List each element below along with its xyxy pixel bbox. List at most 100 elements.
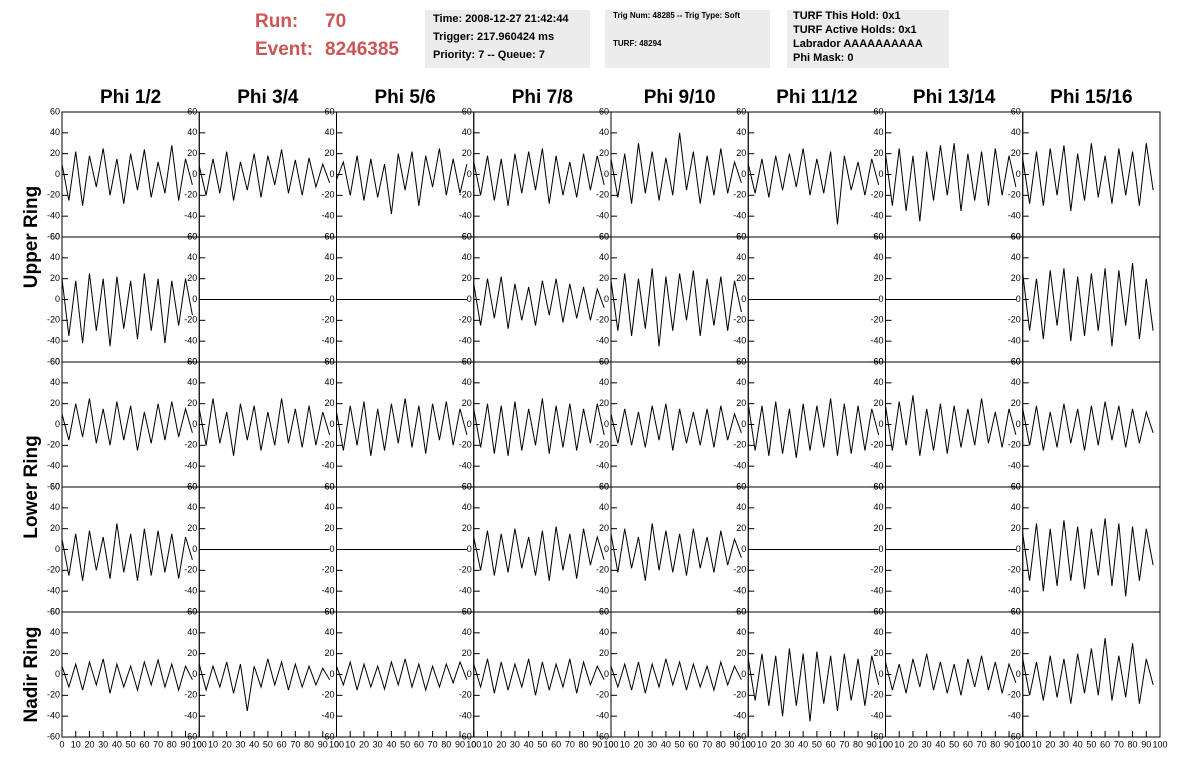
y-tick-label: 40 <box>187 377 197 387</box>
y-tick-label: 0 <box>604 544 609 554</box>
x-tick-label: 90 <box>730 739 740 749</box>
y-tick-label: -40 <box>47 211 60 221</box>
y-tick-label: -60 <box>459 356 472 366</box>
x-tick-label: 20 <box>908 739 918 749</box>
panel-frame <box>610 111 749 238</box>
x-tick-label: 60 <box>139 739 149 749</box>
panel-frame <box>885 361 1024 488</box>
y-tick-label: -20 <box>596 565 609 575</box>
y-tick-label: 0 <box>55 169 60 179</box>
x-tick-label: 30 <box>373 739 383 749</box>
y-tick-label: 40 <box>187 127 197 137</box>
y-tick-label: -20 <box>321 440 334 450</box>
x-tick-label: 20 <box>359 739 369 749</box>
y-tick-label: -40 <box>459 461 472 471</box>
x-tick-label: 20 <box>222 739 232 749</box>
y-tick-label: -20 <box>321 690 334 700</box>
x-tick-label: 60 <box>688 739 698 749</box>
y-tick-label: 60 <box>324 481 334 491</box>
y-tick-label: -20 <box>321 315 334 325</box>
y-tick-label: 20 <box>873 648 883 658</box>
y-tick-label: 0 <box>604 169 609 179</box>
y-tick-label: 60 <box>324 356 334 366</box>
y-tick-label: -40 <box>733 586 746 596</box>
y-tick-label: -60 <box>184 231 197 241</box>
y-tick-label: -20 <box>1008 690 1021 700</box>
y-tick-label: 60 <box>324 106 334 116</box>
y-tick-label: 0 <box>1016 544 1021 554</box>
event-value: 8246385 <box>325 39 399 60</box>
y-tick-label: 40 <box>324 377 334 387</box>
y-tick-label: -40 <box>47 711 60 721</box>
y-tick-label: 60 <box>1011 481 1021 491</box>
y-tick-label: 60 <box>736 481 746 491</box>
waveform <box>885 143 1017 222</box>
y-tick-label: 20 <box>873 148 883 158</box>
y-tick-label: -20 <box>1008 440 1021 450</box>
y-tick-label: -40 <box>1008 336 1021 346</box>
panel-frame <box>473 361 612 488</box>
x-tick-label: 50 <box>263 739 273 749</box>
x-tick-label: 70 <box>290 739 300 749</box>
y-tick-label: -20 <box>184 690 197 700</box>
y-tick-label: 40 <box>187 627 197 637</box>
y-tick-label: 20 <box>324 523 334 533</box>
x-tick-label: 60 <box>277 739 287 749</box>
panel-frame <box>61 361 200 488</box>
y-tick-label: 0 <box>741 419 746 429</box>
x-tick-label: 90 <box>1141 739 1151 749</box>
y-tick-label: 60 <box>1011 606 1021 616</box>
panel-frame <box>198 361 337 488</box>
y-tick-label: 40 <box>873 502 883 512</box>
y-tick-label: 20 <box>462 273 472 283</box>
y-tick-label: -60 <box>1008 731 1021 741</box>
y-tick-label: -20 <box>47 440 60 450</box>
y-tick-label: 60 <box>462 231 472 241</box>
x-tick-label: 40 <box>935 739 945 749</box>
waveform <box>473 526 605 581</box>
y-tick-label: -20 <box>321 190 334 200</box>
panel-frame <box>336 611 475 738</box>
y-tick-label: -40 <box>733 711 746 721</box>
y-tick-label: 60 <box>1011 356 1021 366</box>
y-tick-label: -60 <box>596 606 609 616</box>
y-tick-label: -60 <box>1008 606 1021 616</box>
x-tick-label: 0 <box>197 739 202 749</box>
y-tick-label: -60 <box>596 356 609 366</box>
y-tick-label: 0 <box>55 419 60 429</box>
y-tick-label: -40 <box>733 211 746 221</box>
x-tick-label: 70 <box>565 739 575 749</box>
y-tick-label: -60 <box>459 481 472 491</box>
y-tick-label: 20 <box>50 648 60 658</box>
y-tick-label: 0 <box>467 294 472 304</box>
y-tick-label: 60 <box>187 606 197 616</box>
x-tick-label: 80 <box>441 739 451 749</box>
waveform <box>747 648 880 722</box>
y-tick-label: -60 <box>870 481 883 491</box>
y-tick-label: 60 <box>324 606 334 616</box>
y-tick-label: -20 <box>47 565 60 575</box>
y-tick-label: -60 <box>184 606 197 616</box>
x-tick-label: 90 <box>1004 739 1014 749</box>
y-tick-label: 40 <box>736 377 746 387</box>
y-tick-label: -20 <box>321 565 334 575</box>
column-title: Phi 3/4 <box>237 87 299 108</box>
y-tick-label: 0 <box>741 169 746 179</box>
y-tick-label: -20 <box>870 565 883 575</box>
y-tick-label: 60 <box>50 356 60 366</box>
waveform <box>610 658 742 694</box>
waveform <box>336 148 468 215</box>
y-tick-label: -20 <box>184 315 197 325</box>
y-tick-label: -60 <box>184 481 197 491</box>
x-tick-label: 70 <box>702 739 712 749</box>
y-tick-label: 40 <box>599 627 609 637</box>
y-tick-label: -20 <box>870 690 883 700</box>
y-tick-label: -40 <box>870 336 883 346</box>
y-tick-label: -20 <box>733 690 746 700</box>
y-tick-label: -60 <box>733 731 746 741</box>
waveform <box>885 653 1017 696</box>
y-tick-label: 0 <box>467 544 472 554</box>
y-tick-label: 40 <box>873 627 883 637</box>
panel-frame <box>885 611 1024 738</box>
